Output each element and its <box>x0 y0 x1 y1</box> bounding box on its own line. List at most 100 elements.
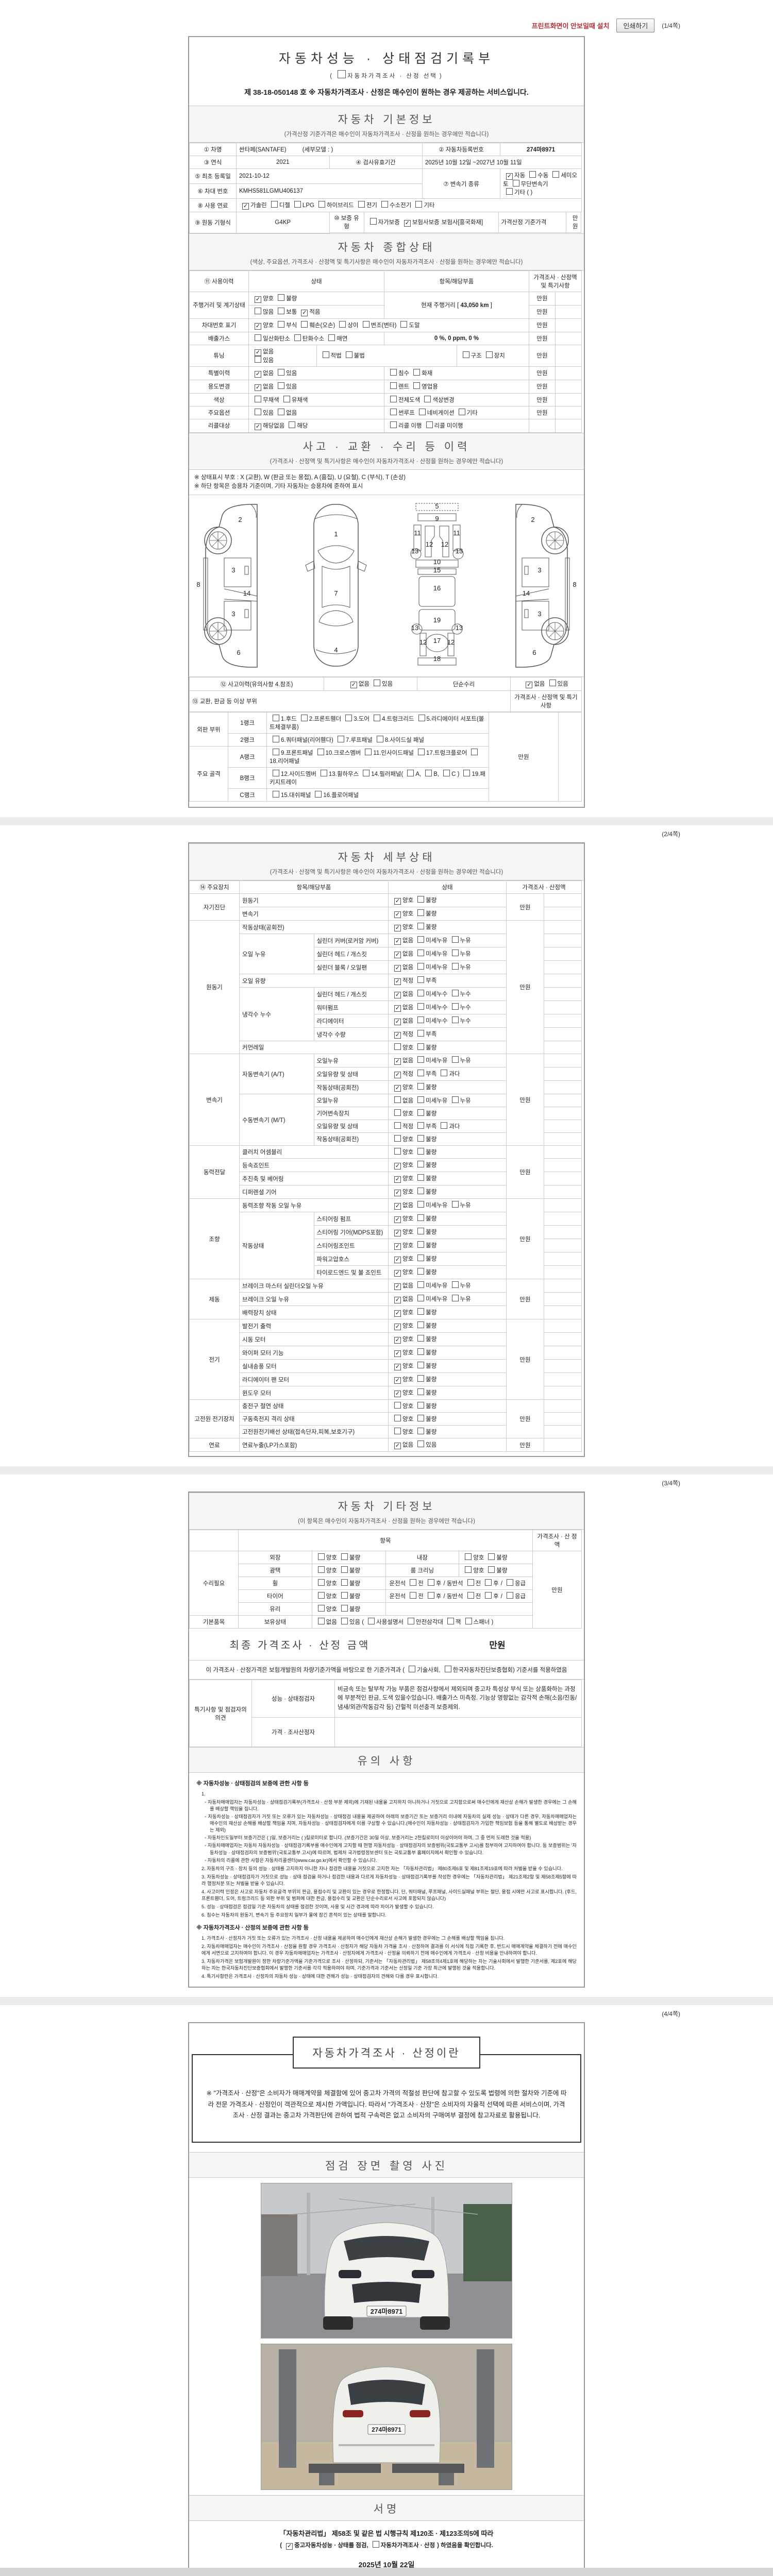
checkbox[interactable] <box>417 1003 425 1010</box>
checkbox[interactable] <box>417 1148 425 1155</box>
checkbox[interactable] <box>418 715 425 721</box>
checkbox[interactable] <box>451 1003 459 1010</box>
checkbox-checked[interactable]: ✓ <box>394 1230 401 1236</box>
checkbox-checked[interactable]: ✓ <box>394 1005 401 1012</box>
checkbox[interactable] <box>512 180 519 187</box>
checkbox[interactable] <box>381 201 389 208</box>
checkbox[interactable] <box>417 950 425 956</box>
checkbox-checked[interactable]: ✓ <box>394 1270 401 1277</box>
checkbox[interactable] <box>552 171 560 178</box>
checkbox[interactable] <box>407 770 414 776</box>
checkbox[interactable] <box>341 1579 348 1586</box>
checkbox[interactable] <box>255 307 261 314</box>
checkbox[interactable] <box>417 1335 425 1342</box>
checkbox[interactable] <box>278 320 285 328</box>
checkbox[interactable] <box>410 1592 417 1599</box>
checkbox[interactable] <box>338 70 346 78</box>
checkbox[interactable] <box>322 351 329 358</box>
checkbox[interactable] <box>417 1308 425 1315</box>
checkbox[interactable] <box>417 1109 425 1116</box>
checkbox-checked[interactable]: ✓ <box>394 1190 401 1196</box>
checkbox[interactable] <box>417 1135 425 1142</box>
checkbox[interactable] <box>465 1566 472 1573</box>
checkbox[interactable] <box>394 1148 401 1155</box>
checkbox[interactable] <box>394 1428 401 1434</box>
checkbox[interactable] <box>451 1016 459 1023</box>
checkbox-checked[interactable]: ✓ <box>394 1163 401 1170</box>
checkbox[interactable] <box>447 1618 454 1624</box>
checkbox[interactable] <box>390 395 397 402</box>
checkbox[interactable] <box>365 749 372 755</box>
checkbox[interactable] <box>451 1056 459 1063</box>
checkbox-checked[interactable]: ✓ <box>394 1297 401 1303</box>
checkbox[interactable] <box>465 1553 472 1560</box>
checkbox[interactable] <box>315 791 322 798</box>
checkbox[interactable] <box>417 1188 425 1194</box>
checkbox[interactable] <box>451 963 459 970</box>
checkbox-checked[interactable]: ✓ <box>394 1337 401 1344</box>
checkbox[interactable] <box>374 680 380 686</box>
checkbox[interactable] <box>341 1566 348 1573</box>
checkbox[interactable] <box>427 1579 434 1586</box>
checkbox[interactable] <box>394 1402 401 1409</box>
checkbox[interactable] <box>345 715 352 721</box>
checkbox-checked[interactable]: ✓ <box>394 1203 401 1210</box>
checkbox[interactable] <box>417 1214 425 1221</box>
checkbox[interactable] <box>317 1553 325 1560</box>
checkbox[interactable] <box>278 294 285 301</box>
checkbox[interactable] <box>400 320 408 328</box>
checkbox[interactable] <box>451 1281 459 1288</box>
checkbox[interactable] <box>255 334 261 341</box>
checkbox[interactable] <box>451 1295 459 1301</box>
checkbox[interactable] <box>444 1666 451 1672</box>
checkbox[interactable] <box>485 1592 492 1599</box>
checkbox[interactable] <box>341 1553 348 1560</box>
checkbox[interactable] <box>372 2541 379 2548</box>
checkbox[interactable] <box>451 1201 459 1208</box>
checkbox[interactable] <box>417 1096 425 1103</box>
checkbox[interactable] <box>417 1228 425 1234</box>
checkbox[interactable] <box>317 1566 325 1573</box>
checkbox-checked[interactable]: ✓ <box>394 1310 401 1317</box>
checkbox[interactable] <box>417 1056 425 1063</box>
checkbox[interactable] <box>441 1122 448 1129</box>
checkbox[interactable] <box>417 1295 425 1301</box>
checkbox[interactable] <box>417 896 425 903</box>
checkbox[interactable] <box>417 1375 425 1382</box>
checkbox-checked[interactable]: ✓ <box>394 1364 401 1370</box>
checkbox[interactable] <box>345 351 352 358</box>
checkbox[interactable] <box>415 201 423 208</box>
checkbox[interactable] <box>255 355 261 363</box>
checkbox[interactable] <box>417 1043 425 1050</box>
checkbox-checked[interactable]: ✓ <box>255 296 261 303</box>
checkbox[interactable] <box>425 770 432 776</box>
checkbox[interactable] <box>417 1348 425 1355</box>
checkbox[interactable] <box>320 770 327 776</box>
checkbox[interactable] <box>467 1592 474 1599</box>
checkbox[interactable] <box>317 1605 325 1612</box>
checkbox[interactable] <box>417 1030 425 1037</box>
checkbox-checked[interactable]: ✓ <box>394 1243 401 1250</box>
checkbox[interactable] <box>368 1618 375 1624</box>
checkbox[interactable] <box>413 382 421 389</box>
checkbox-checked[interactable]: ✓ <box>394 1350 401 1357</box>
checkbox[interactable] <box>451 990 459 996</box>
checkbox[interactable] <box>409 1666 416 1672</box>
checkbox[interactable] <box>417 936 425 943</box>
checkbox[interactable] <box>317 1592 325 1599</box>
checkbox[interactable] <box>317 749 324 755</box>
checkbox[interactable] <box>417 1016 425 1023</box>
checkbox[interactable] <box>506 1592 513 1599</box>
checkbox[interactable] <box>374 715 381 721</box>
checkbox[interactable] <box>294 201 301 208</box>
checkbox[interactable] <box>417 1268 425 1275</box>
checkbox[interactable] <box>339 320 346 328</box>
checkbox[interactable] <box>427 1592 434 1599</box>
checkbox[interactable] <box>441 1070 448 1076</box>
checkbox[interactable] <box>358 201 365 208</box>
checkbox[interactable] <box>418 749 425 755</box>
checkbox-checked[interactable]: ✓ <box>255 370 261 378</box>
checkbox[interactable] <box>451 1096 459 1103</box>
checkbox[interactable] <box>413 369 421 376</box>
checkbox-checked[interactable]: ✓ <box>394 992 401 998</box>
